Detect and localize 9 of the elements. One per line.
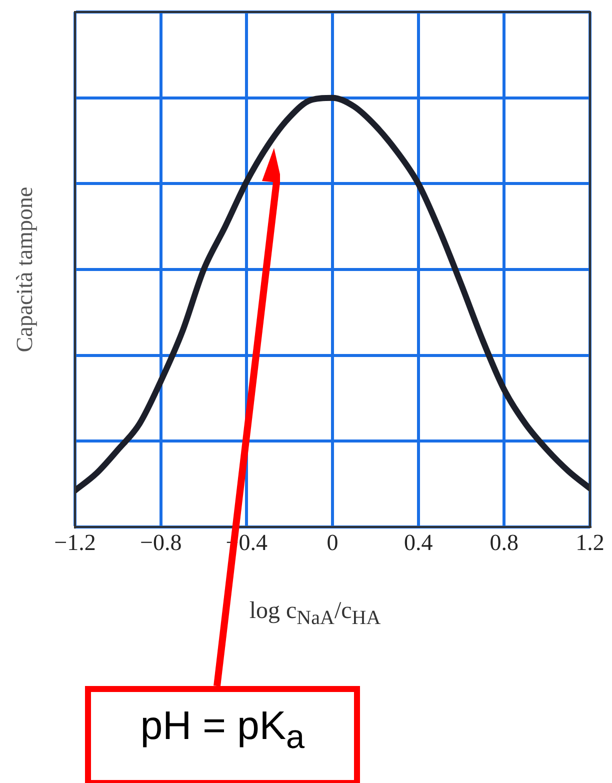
x-tick-label: 0.8 [490,530,519,555]
x-tick-label: 0 [326,530,338,555]
x-axis-title: log c$_{NaA}$/c$_{HA}$ [248,598,382,630]
text: pH = pK$_{a}$ [140,704,305,756]
x-tick-label: −0.8 [140,530,182,555]
y-axis-title: Capacità tampone [12,186,37,352]
x-tick-label: −1.2 [54,530,96,555]
x-tick-label: 1.2 [576,530,604,555]
x-tick-label: 0.4 [404,530,434,555]
